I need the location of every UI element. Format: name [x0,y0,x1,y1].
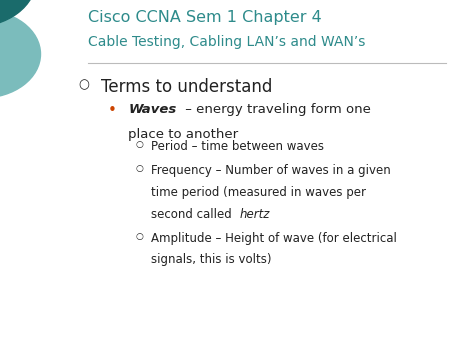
Text: ○: ○ [79,78,90,91]
Text: second called: second called [151,208,235,221]
Text: Terms to understand: Terms to understand [101,78,273,96]
Text: Waves: Waves [128,103,176,116]
Text: Cisco CCNA Sem 1 Chapter 4: Cisco CCNA Sem 1 Chapter 4 [88,10,321,25]
Text: ○: ○ [135,140,143,149]
Text: Frequency – Number of waves in a given: Frequency – Number of waves in a given [151,164,391,177]
Text: ○: ○ [135,232,143,241]
Text: place to another: place to another [128,128,239,141]
Text: time period (measured in waves per: time period (measured in waves per [151,186,366,199]
Text: Cable Testing, Cabling LAN’s and WAN’s: Cable Testing, Cabling LAN’s and WAN’s [88,35,365,49]
Text: •: • [108,103,117,118]
Circle shape [0,10,40,98]
Text: hertz: hertz [240,208,270,221]
Text: Amplitude – Height of wave (for electrical: Amplitude – Height of wave (for electric… [151,232,396,244]
Text: Period – time between waves: Period – time between waves [151,140,324,153]
Text: ○: ○ [135,164,143,173]
Text: signals, this is volts): signals, this is volts) [151,254,271,266]
Circle shape [0,0,36,27]
Text: – energy traveling form one: – energy traveling form one [181,103,371,116]
